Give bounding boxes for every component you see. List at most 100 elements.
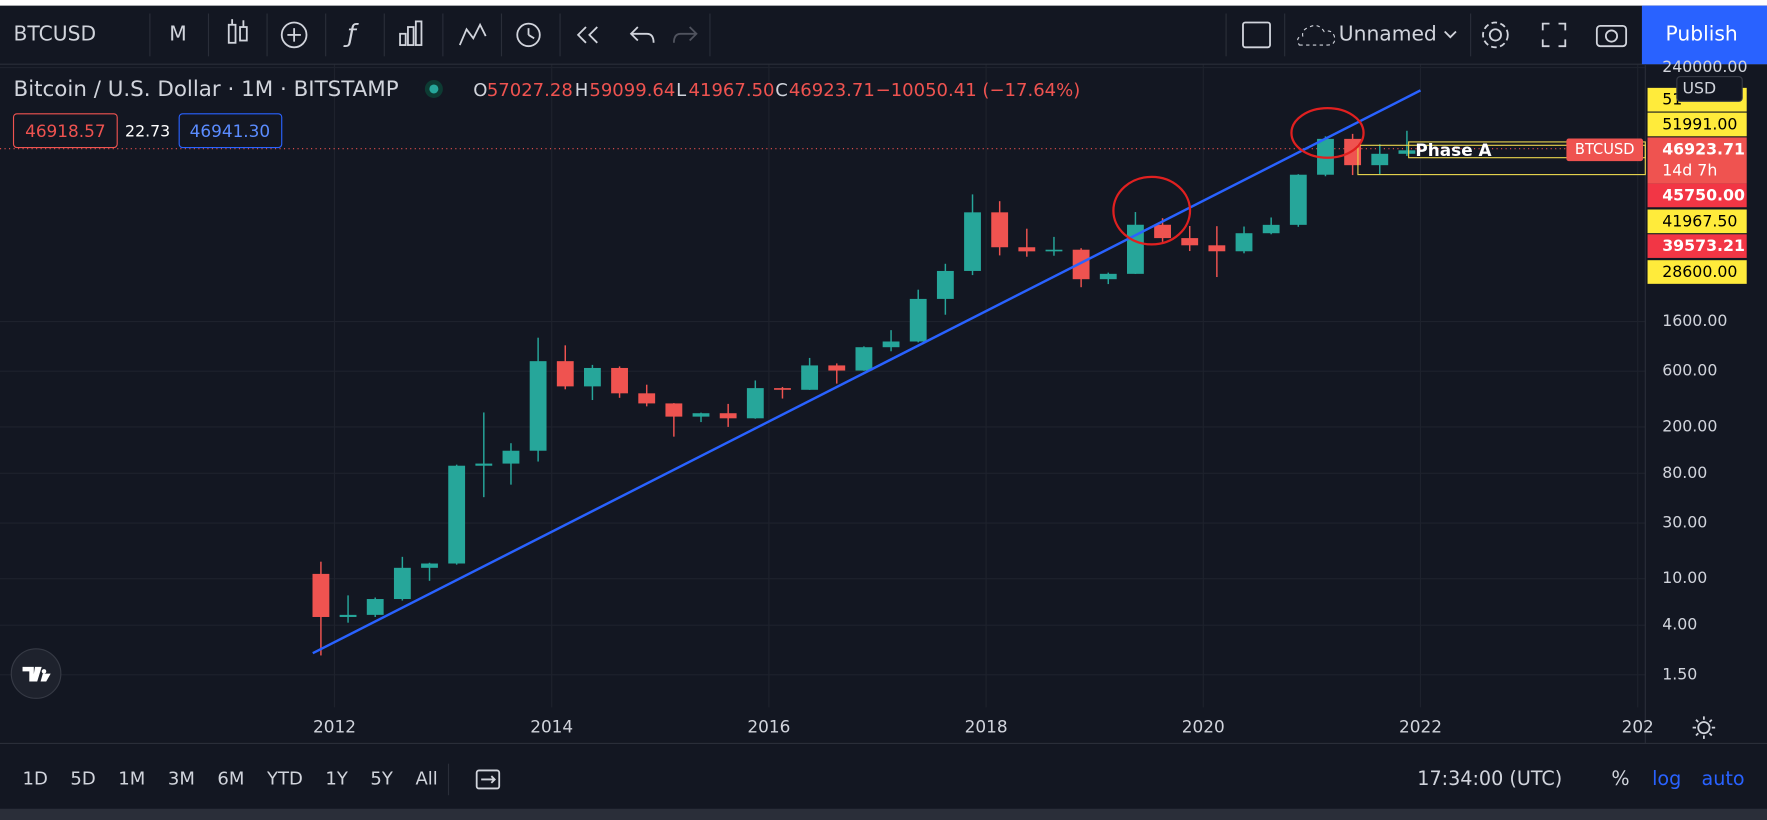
layout-name[interactable]: Unnamed (1339, 21, 1437, 45)
highlight-circle (1290, 107, 1365, 159)
symbol[interactable]: BTCUSD (14, 21, 97, 45)
currency-box[interactable] (1676, 76, 1743, 102)
indicator-add-icon[interactable] (280, 21, 308, 49)
candle-body (1289, 174, 1307, 225)
drawing-text: Phase A (1415, 140, 1491, 160)
candle-body (1018, 247, 1036, 252)
label-box (1647, 234, 1747, 258)
candle-body (1099, 273, 1117, 280)
goto-date-icon[interactable] (475, 769, 501, 790)
drawing-boxes (1357, 141, 1646, 176)
y-tick-label: 4.00 (1662, 615, 1697, 634)
fx-icon[interactable]: ƒ (343, 19, 359, 48)
instrument-title: Bitcoin / U.S. Dollar · 1M · BITSTAMP (14, 77, 399, 102)
trend-line (312, 89, 1422, 655)
candle-body (1235, 233, 1253, 252)
range-button[interactable]: 3M (168, 768, 195, 789)
publish-button[interactable] (1641, 5, 1767, 65)
axis-settings-icon[interactable] (1692, 716, 1716, 739)
price-label: 51991.00 (1662, 115, 1737, 134)
symbol-tag-box (1566, 138, 1644, 162)
candle-body (991, 212, 1009, 248)
range-button[interactable]: 1M (118, 768, 145, 789)
ohlc-label: O (473, 80, 487, 101)
top-edge (0, 0, 1767, 6)
separators (149, 13, 1472, 57)
buy-price[interactable]: 46941.30 (190, 121, 271, 141)
candle-body (855, 347, 873, 371)
label-box (1647, 260, 1747, 284)
candle-body (421, 563, 438, 568)
candle-body (801, 365, 819, 390)
cloud-icon[interactable] (1297, 24, 1336, 46)
x-tick-label: 2014 (530, 717, 573, 737)
candle-body (1045, 249, 1063, 252)
sell-price[interactable]: 46918.57 (25, 121, 106, 141)
ohlc-label: H (575, 80, 589, 101)
candle-body (882, 341, 900, 348)
candle-body (964, 212, 981, 271)
candle-body (529, 361, 547, 451)
ohlc-value: 57027.28 (487, 80, 573, 101)
range-buttons: 1D 5D 1M 3M 6M YTD 1Y 5Y All (23, 768, 438, 789)
candle-body (1181, 238, 1199, 246)
candle-body (828, 365, 846, 371)
redo-icon[interactable] (672, 26, 698, 43)
range-button[interactable]: YTD (266, 768, 303, 789)
range-button[interactable]: 1Y (325, 768, 348, 789)
settings-icon[interactable] (1482, 21, 1509, 49)
alert-icon[interactable] (516, 22, 541, 48)
expand-icon[interactable] (1541, 22, 1567, 48)
x-tick-label: 2018 (965, 717, 1008, 737)
publish-label[interactable]: Publish (1666, 21, 1738, 45)
candle-body (936, 270, 954, 299)
spread: 22.73 (125, 121, 170, 140)
layout-menu[interactable] (1444, 30, 1457, 39)
y-tick-label: 240000.00 (1662, 57, 1747, 76)
candle-body (611, 367, 628, 394)
compare-icon[interactable] (458, 22, 487, 46)
undo-icon[interactable] (629, 26, 655, 43)
panel-strip (0, 808, 1767, 820)
sell-box[interactable] (12, 113, 118, 149)
auto-toggle[interactable]: auto (1702, 767, 1745, 790)
candle-type-icon[interactable] (227, 19, 248, 44)
candle-body (1072, 249, 1090, 280)
replay-icon-b[interactable] (588, 26, 598, 44)
fullscreen-box-icon[interactable] (1242, 21, 1271, 49)
range-button[interactable]: 5Y (370, 768, 393, 789)
range-button[interactable]: 6M (217, 768, 244, 789)
range-button[interactable]: 1D (23, 768, 48, 789)
percent-toggle[interactable]: % (1611, 767, 1629, 790)
box-b (1357, 144, 1646, 176)
candle-body (556, 361, 574, 387)
range-button[interactable]: 5D (70, 768, 95, 789)
candle-body (1154, 224, 1171, 239)
candle-body (312, 573, 330, 617)
price-labels: 51 USD 51991.00 46923.71 14d 7h 45750.00… (1566, 76, 1747, 284)
replay-icon[interactable] (576, 26, 587, 44)
label-box (1647, 209, 1747, 234)
label-box (1647, 112, 1747, 137)
candle-body (502, 450, 520, 464)
snapshot-icon[interactable] (1595, 25, 1628, 48)
interval[interactable]: M (169, 21, 187, 45)
tv-logo[interactable] (10, 648, 62, 699)
legend: Bitcoin / U.S. Dollar · 1M · BITSTAMP O … (12, 77, 1080, 149)
price-label: 41967.50 (1662, 211, 1737, 230)
currency[interactable]: USD (1682, 78, 1716, 97)
y-tick-label: 80.00 (1662, 463, 1707, 482)
logo-mark[interactable] (22, 666, 51, 682)
candle-body (393, 567, 411, 600)
bars-icon[interactable] (399, 20, 423, 46)
ohlc-value: 41967.50 (689, 80, 775, 101)
price-label: 39573.21 (1662, 236, 1745, 255)
ohlc-label: L (676, 80, 686, 101)
log-toggle[interactable]: log (1652, 767, 1681, 790)
buy-box[interactable] (178, 113, 283, 149)
toolbar: BTCUSD M ƒ Unnamed Publish (0, 5, 1767, 65)
range-button[interactable]: All (415, 768, 437, 789)
candle-body (339, 614, 357, 617)
x-tick-label: 2022 (1399, 717, 1442, 737)
